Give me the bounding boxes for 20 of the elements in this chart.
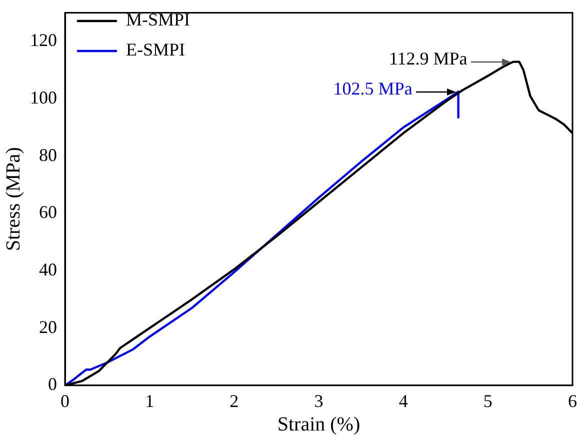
y-tick-label: 80 (39, 144, 57, 165)
x-tick-label: 0 (60, 390, 70, 411)
legend-label: M-SMPI (126, 10, 190, 30)
x-tick-label: 2 (230, 390, 239, 411)
x-axis-title: Strain (%) (277, 413, 360, 436)
y-tick-label: 60 (39, 202, 57, 222)
x-tick-label: 4 (398, 390, 408, 411)
y-axis-title: Stress (MPa) (2, 147, 24, 252)
x-tick-label: 6 (568, 390, 577, 411)
x-tick-label: 3 (314, 390, 324, 411)
y-tick-label: 120 (30, 30, 57, 50)
legend-label: E-SMPI (126, 40, 186, 60)
annotation: 102.5 MPa (333, 78, 412, 98)
annotation: 112.9 MPa (388, 48, 468, 69)
y-tick-label: 100 (30, 88, 57, 108)
y-tick-label: 0 (48, 374, 57, 394)
y-tick-label: 20 (39, 316, 57, 337)
x-tick-label: 5 (483, 390, 492, 411)
x-tick-label: 1 (145, 390, 154, 411)
y-tick-label: 40 (39, 259, 57, 280)
